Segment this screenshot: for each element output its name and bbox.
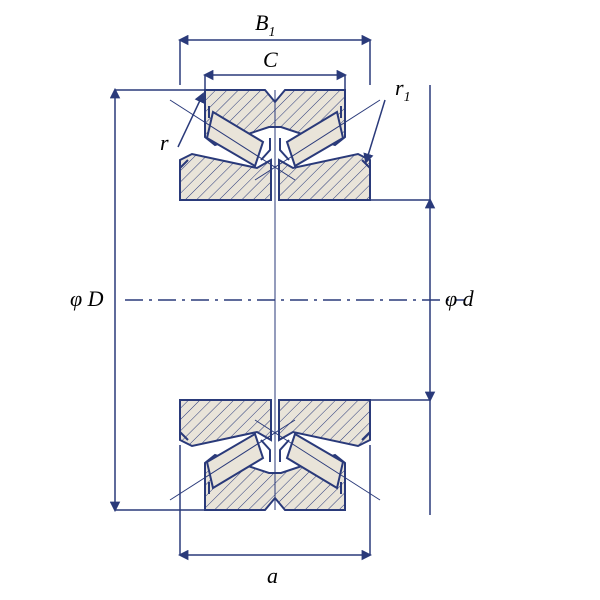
r-label: r bbox=[160, 130, 169, 155]
phiD-label: φ D bbox=[70, 286, 104, 311]
dim-B1: B1 bbox=[255, 10, 275, 40]
dim-a: a bbox=[267, 563, 278, 588]
C-label: C bbox=[263, 47, 278, 72]
a-label: a bbox=[267, 563, 278, 588]
dim-phid: φ d bbox=[445, 286, 475, 311]
dim-r: r bbox=[160, 130, 169, 155]
dim-phiD: φ D bbox=[70, 286, 104, 311]
dim-C: C bbox=[263, 47, 278, 72]
B1-label: B bbox=[255, 10, 268, 35]
dim-r1: r1 bbox=[395, 75, 411, 105]
phid-label: φ d bbox=[445, 286, 475, 311]
bearing-cross-section-diagram: B1 Cr r1 φ D φ d a bbox=[0, 0, 600, 600]
